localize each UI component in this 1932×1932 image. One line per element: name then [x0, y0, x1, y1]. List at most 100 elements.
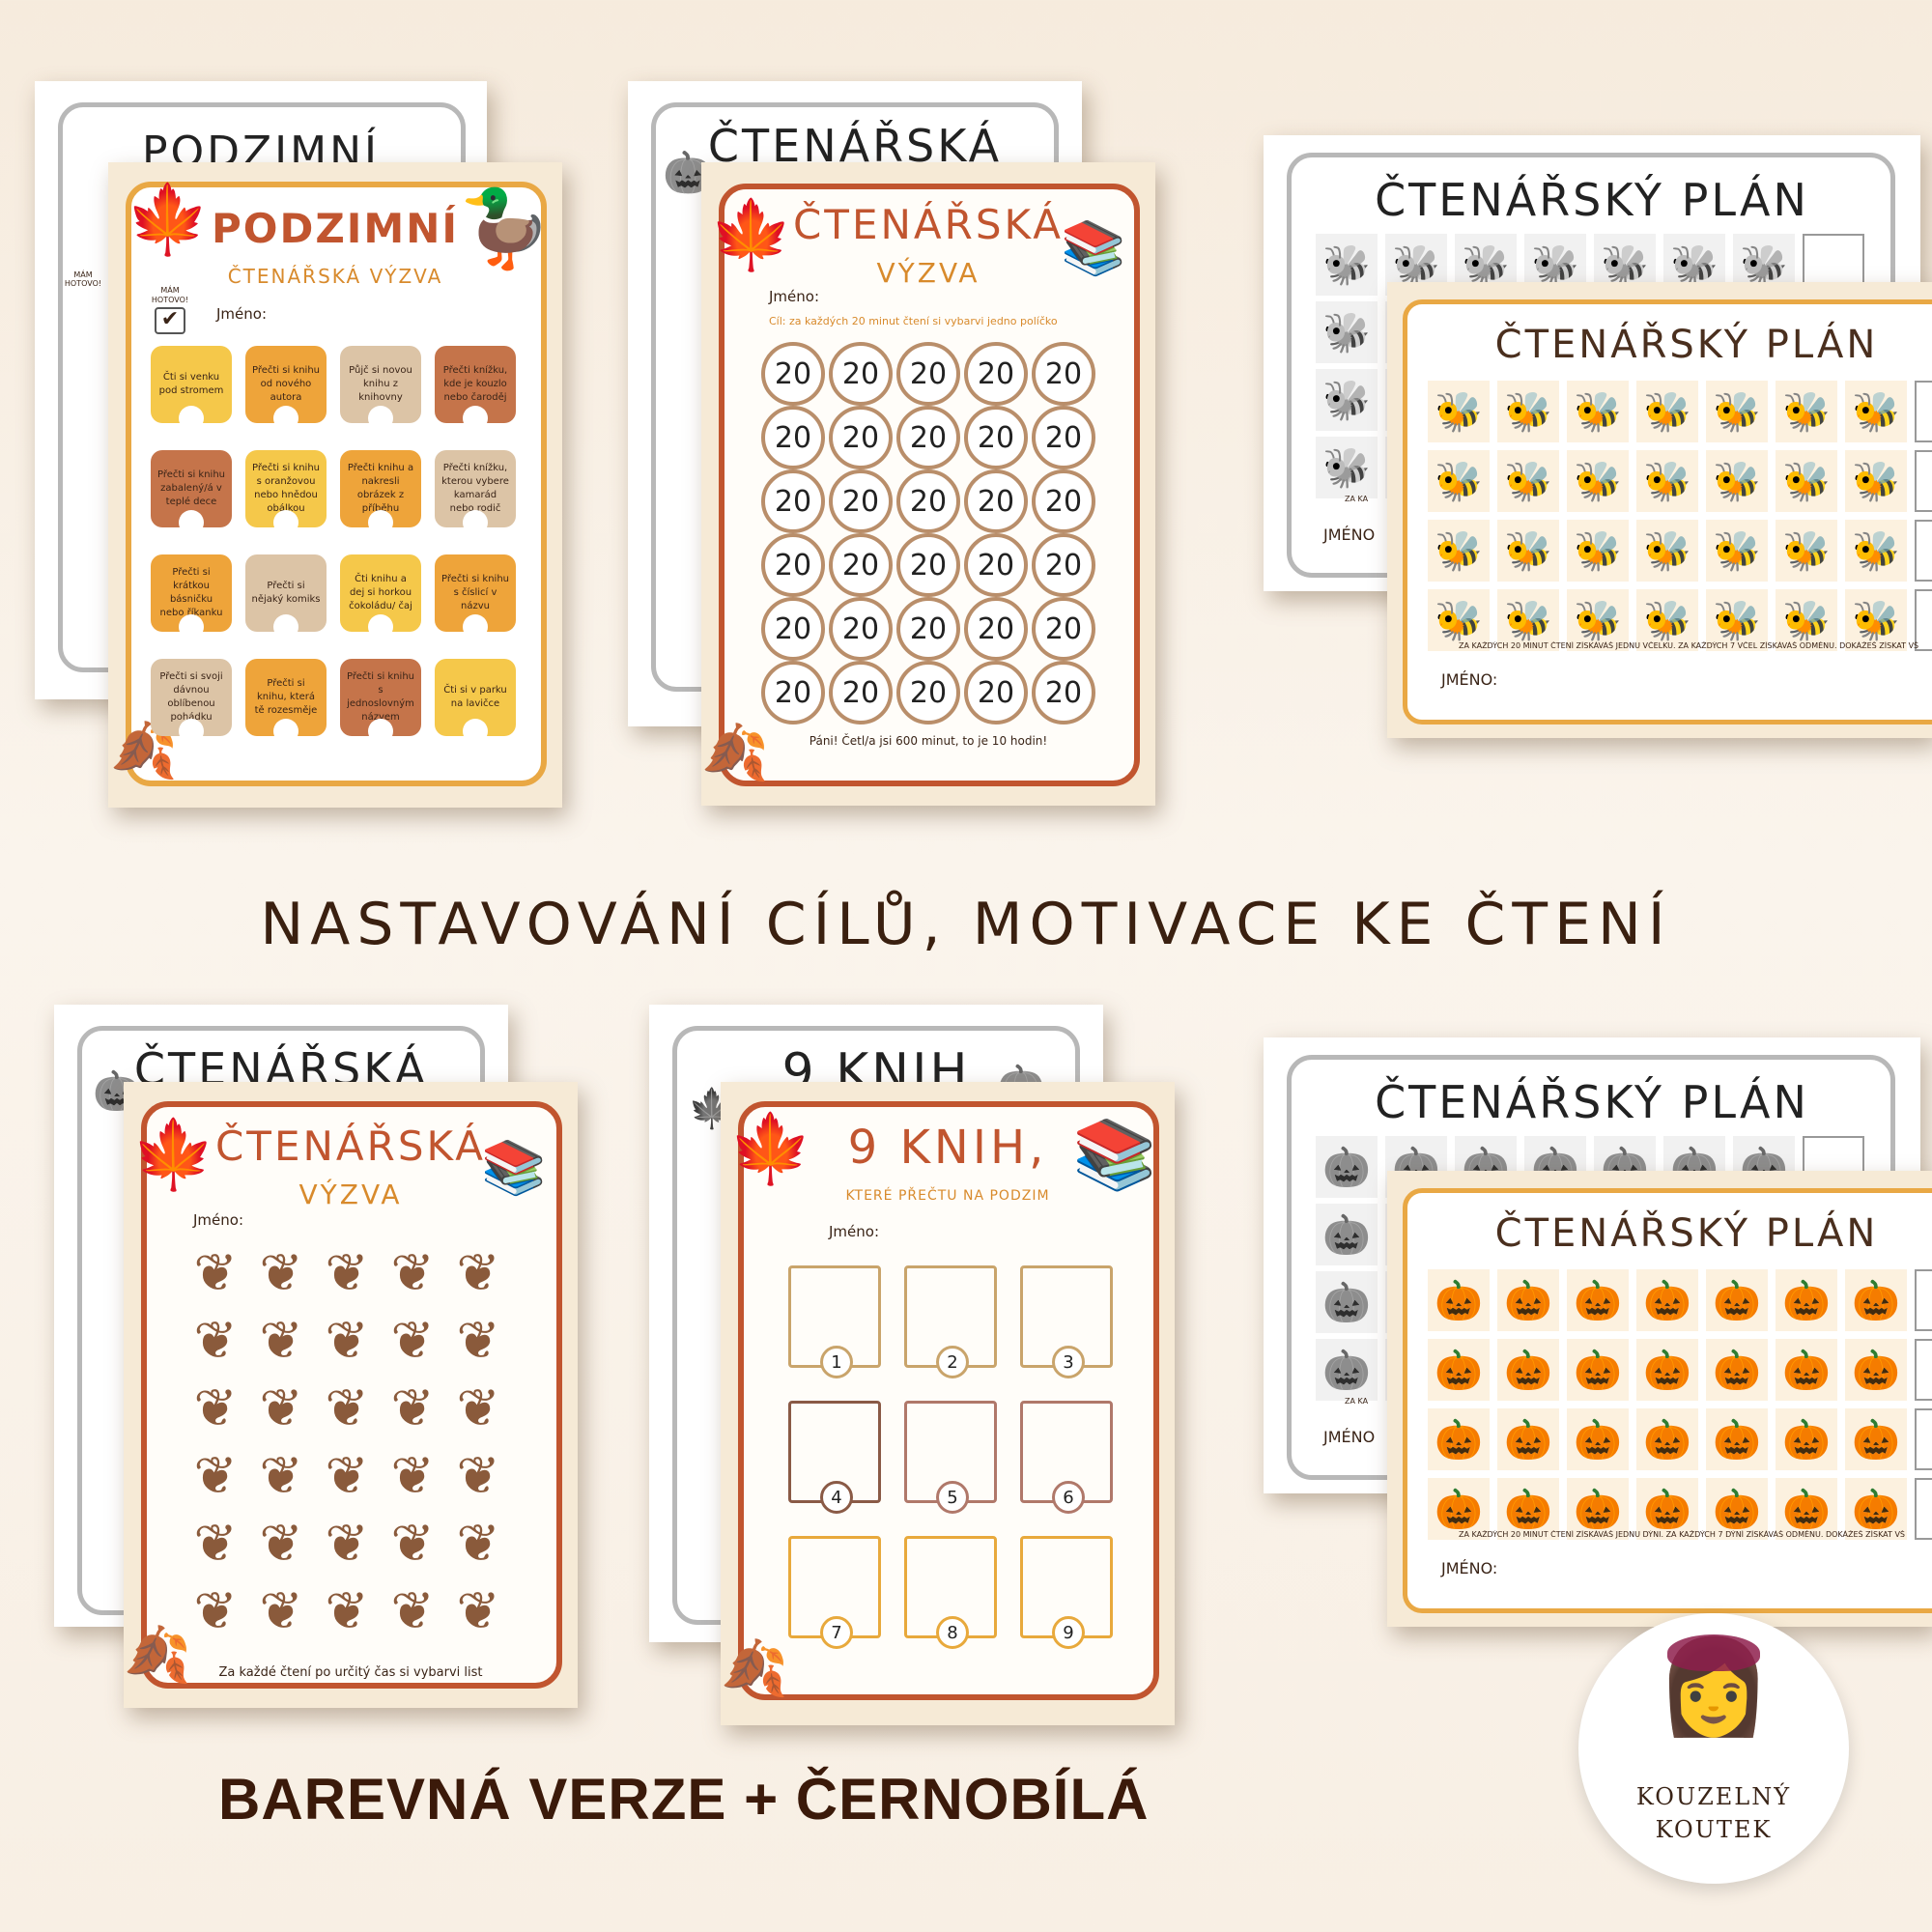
bee-icon[interactable]: 🐝: [1706, 450, 1768, 512]
challenge-checkbox[interactable]: [463, 510, 488, 535]
leaf-outline-icon[interactable]: ❦: [259, 1377, 303, 1438]
reward-box[interactable]: [1915, 1339, 1932, 1401]
leaf-outline-icon[interactable]: ❦: [193, 1309, 238, 1371]
challenge-card[interactable]: Čti si venku pod stromem: [151, 346, 232, 431]
challenge-card[interactable]: Přečti si knihu s oranžovou nebo hnědou …: [245, 450, 327, 535]
challenge-checkbox[interactable]: [179, 719, 204, 744]
bee-icon[interactable]: 🐝: [1706, 589, 1768, 651]
minutes-circle[interactable]: 20: [829, 469, 893, 533]
bee-icon[interactable]: 🐝: [1497, 589, 1559, 651]
reward-box[interactable]: [1915, 381, 1932, 442]
minutes-circle[interactable]: 20: [829, 342, 893, 406]
minutes-circle[interactable]: 20: [896, 469, 960, 533]
challenge-checkbox[interactable]: [179, 406, 204, 431]
pumpkin-icon[interactable]: 🎃: [1316, 1136, 1378, 1198]
challenge-checkbox[interactable]: [273, 719, 298, 744]
minutes-circle[interactable]: 20: [896, 597, 960, 661]
pumpkin-icon[interactable]: 🎃: [1706, 1408, 1768, 1470]
pumpkin-icon[interactable]: 🎃: [1706, 1269, 1768, 1331]
leaf-outline-icon[interactable]: ❦: [456, 1579, 500, 1641]
leaf-outline-icon[interactable]: ❦: [390, 1512, 435, 1574]
book-outline[interactable]: 4: [788, 1401, 881, 1514]
leaf-outline-icon[interactable]: ❦: [325, 1241, 369, 1303]
bee-icon[interactable]: 🐝: [1428, 520, 1490, 582]
book-outline[interactable]: 3: [1020, 1265, 1113, 1378]
pumpkin-icon[interactable]: 🎃: [1845, 1408, 1907, 1470]
minutes-circle[interactable]: 20: [896, 661, 960, 724]
done-checkbox[interactable]: ✔: [155, 307, 185, 334]
pumpkin-icon[interactable]: 🎃: [1845, 1339, 1907, 1401]
reward-box[interactable]: [1915, 1478, 1932, 1540]
minutes-circle[interactable]: 20: [761, 533, 825, 597]
bee-icon[interactable]: 🐝: [1428, 381, 1490, 442]
minutes-circle[interactable]: 20: [964, 342, 1028, 406]
pumpkin-icon[interactable]: 🎃: [1636, 1339, 1698, 1401]
leaf-outline-icon[interactable]: ❦: [193, 1241, 238, 1303]
bee-icon[interactable]: 🐝: [1845, 381, 1907, 442]
leaf-outline-icon[interactable]: ❦: [193, 1512, 238, 1574]
book-outline[interactable]: 2: [904, 1265, 997, 1378]
challenge-checkbox[interactable]: [368, 719, 393, 744]
pumpkin-icon[interactable]: 🎃: [1567, 1478, 1629, 1540]
bee-icon[interactable]: 🐝: [1845, 589, 1907, 651]
challenge-checkbox[interactable]: [179, 510, 204, 535]
minutes-circle[interactable]: 20: [896, 342, 960, 406]
pumpkin-icon[interactable]: 🎃: [1428, 1339, 1490, 1401]
challenge-card[interactable]: Přečti knížku, kterou vybere kamarád neb…: [435, 450, 516, 535]
bee-icon[interactable]: 🐝: [1776, 450, 1837, 512]
minutes-circle[interactable]: 20: [761, 597, 825, 661]
minutes-circle[interactable]: 20: [1032, 597, 1095, 661]
pumpkin-icon[interactable]: 🎃: [1636, 1269, 1698, 1331]
leaf-outline-icon[interactable]: ❦: [193, 1377, 238, 1438]
minutes-circle[interactable]: 20: [829, 533, 893, 597]
leaf-outline-icon[interactable]: ❦: [456, 1377, 500, 1438]
leaf-outline-icon[interactable]: ❦: [259, 1241, 303, 1303]
leaf-outline-icon[interactable]: ❦: [193, 1444, 238, 1506]
challenge-checkbox[interactable]: [273, 406, 298, 431]
challenge-card[interactable]: Přečti si knihu od nového autora: [245, 346, 327, 431]
pumpkin-icon[interactable]: 🎃: [1706, 1339, 1768, 1401]
leaf-outline-icon[interactable]: ❦: [259, 1309, 303, 1371]
leaf-outline-icon[interactable]: ❦: [456, 1444, 500, 1506]
pumpkin-icon[interactable]: 🎃: [1567, 1408, 1629, 1470]
bee-icon[interactable]: 🐝: [1845, 450, 1907, 512]
bee-icon[interactable]: 🐝: [1776, 381, 1837, 442]
challenge-checkbox[interactable]: [463, 614, 488, 639]
bee-icon[interactable]: 🐝: [1636, 381, 1698, 442]
bee-icon[interactable]: 🐝: [1636, 589, 1698, 651]
challenge-checkbox[interactable]: [273, 510, 298, 535]
challenge-card[interactable]: Čti knihu a dej si horkou čokoládu/ čaj: [340, 554, 421, 639]
pumpkin-icon[interactable]: 🎃: [1845, 1478, 1907, 1540]
bee-icon[interactable]: 🐝: [1316, 437, 1378, 498]
minutes-circle[interactable]: 20: [964, 469, 1028, 533]
challenge-checkbox[interactable]: [368, 614, 393, 639]
minutes-circle[interactable]: 20: [1032, 661, 1095, 724]
pumpkin-icon[interactable]: 🎃: [1497, 1408, 1559, 1470]
challenge-checkbox[interactable]: [463, 406, 488, 431]
reward-box[interactable]: [1915, 1408, 1932, 1470]
challenge-checkbox[interactable]: [368, 406, 393, 431]
challenge-card[interactable]: Půjč si novou knihu z knihovny: [340, 346, 421, 431]
minutes-circle[interactable]: 20: [761, 406, 825, 469]
challenge-card[interactable]: Přečti si nějaký komiks: [245, 554, 327, 639]
leaf-outline-icon[interactable]: ❦: [390, 1579, 435, 1641]
minutes-circle[interactable]: 20: [761, 342, 825, 406]
leaf-outline-icon[interactable]: ❦: [259, 1512, 303, 1574]
bee-icon[interactable]: 🐝: [1316, 301, 1378, 363]
reward-box[interactable]: [1915, 1269, 1932, 1331]
pumpkin-icon[interactable]: 🎃: [1428, 1408, 1490, 1470]
bee-icon[interactable]: 🐝: [1567, 589, 1629, 651]
bee-icon[interactable]: 🐝: [1497, 381, 1559, 442]
reward-box[interactable]: [1915, 520, 1932, 582]
bee-icon[interactable]: 🐝: [1497, 520, 1559, 582]
pumpkin-icon[interactable]: 🎃: [1776, 1478, 1837, 1540]
bee-icon[interactable]: 🐝: [1776, 589, 1837, 651]
challenge-card[interactable]: Přečti si knihu s číslicí v názvu: [435, 554, 516, 639]
bee-icon[interactable]: 🐝: [1316, 234, 1378, 296]
book-outline[interactable]: 7: [788, 1536, 881, 1649]
minutes-circle[interactable]: 20: [964, 597, 1028, 661]
bee-icon[interactable]: 🐝: [1428, 450, 1490, 512]
leaf-outline-icon[interactable]: ❦: [456, 1512, 500, 1574]
bee-icon[interactable]: 🐝: [1636, 520, 1698, 582]
pumpkin-icon[interactable]: 🎃: [1497, 1339, 1559, 1401]
